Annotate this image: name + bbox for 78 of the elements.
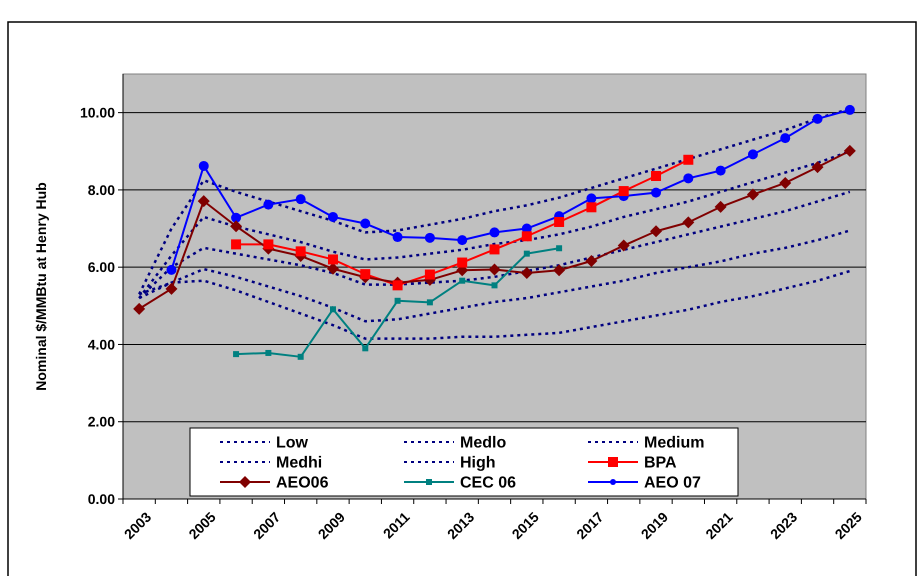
point (424, 270, 435, 280)
point (394, 298, 401, 304)
point (198, 195, 210, 208)
point (618, 240, 630, 252)
point (586, 193, 596, 204)
point (330, 306, 336, 312)
y-tick-label: 6.00 (88, 259, 116, 276)
point (296, 246, 306, 256)
legend-label: CEC 06 (460, 474, 516, 492)
point (263, 200, 274, 210)
point (133, 302, 146, 315)
point (488, 264, 500, 276)
point (265, 350, 272, 356)
y-tick-label: 8.00 (88, 182, 116, 198)
point (780, 133, 790, 144)
legend-label: Medium (644, 434, 704, 452)
y-axis-title: Nominal $/MMBtu at Henry Hub (33, 182, 49, 391)
point (457, 235, 468, 246)
point (556, 245, 562, 252)
point (231, 239, 242, 250)
point (296, 194, 306, 204)
point (426, 299, 433, 306)
point (198, 160, 209, 171)
point (748, 149, 758, 160)
point (298, 354, 304, 360)
point (812, 114, 823, 124)
point (812, 161, 824, 174)
point (844, 104, 855, 115)
point (683, 154, 694, 165)
point (360, 218, 370, 229)
point (362, 345, 368, 352)
point (457, 258, 468, 268)
point (360, 269, 370, 280)
legend-label: AEO 07 (644, 474, 702, 492)
point (682, 216, 694, 228)
point (779, 176, 792, 189)
point (554, 216, 564, 227)
point (585, 255, 598, 267)
point (492, 282, 498, 288)
point (714, 200, 727, 213)
point (716, 166, 726, 176)
point (618, 186, 629, 196)
y-tick-label: 2.00 (88, 414, 116, 430)
point (524, 250, 530, 257)
point (520, 266, 533, 279)
point (746, 188, 759, 201)
point (328, 212, 338, 222)
point (651, 188, 662, 198)
point (490, 227, 500, 238)
point (651, 171, 662, 181)
legend-label: Low (276, 434, 309, 452)
y-tick-label: 4.00 (88, 336, 116, 352)
legend-label: Medlo (460, 434, 506, 452)
point (844, 144, 856, 157)
y-tick-label: 10.00 (80, 104, 116, 121)
point (230, 220, 242, 232)
point (586, 202, 596, 212)
legend-label: AEO06 (276, 474, 329, 492)
y-tick-label: 0.00 (88, 490, 116, 507)
point (328, 254, 338, 264)
point (553, 264, 566, 276)
point (233, 351, 240, 358)
point (166, 264, 176, 275)
point (263, 239, 274, 250)
point (231, 212, 242, 223)
legend-label: BPA (644, 454, 678, 472)
legend-label: High (460, 454, 496, 472)
point (424, 232, 435, 243)
point (522, 231, 532, 242)
point (392, 232, 403, 242)
point (165, 282, 178, 295)
point (650, 225, 662, 238)
point (459, 278, 466, 284)
point (683, 173, 694, 184)
point (326, 262, 339, 275)
legend-label: Medhi (276, 454, 322, 472)
point (490, 244, 500, 254)
point (392, 280, 403, 290)
